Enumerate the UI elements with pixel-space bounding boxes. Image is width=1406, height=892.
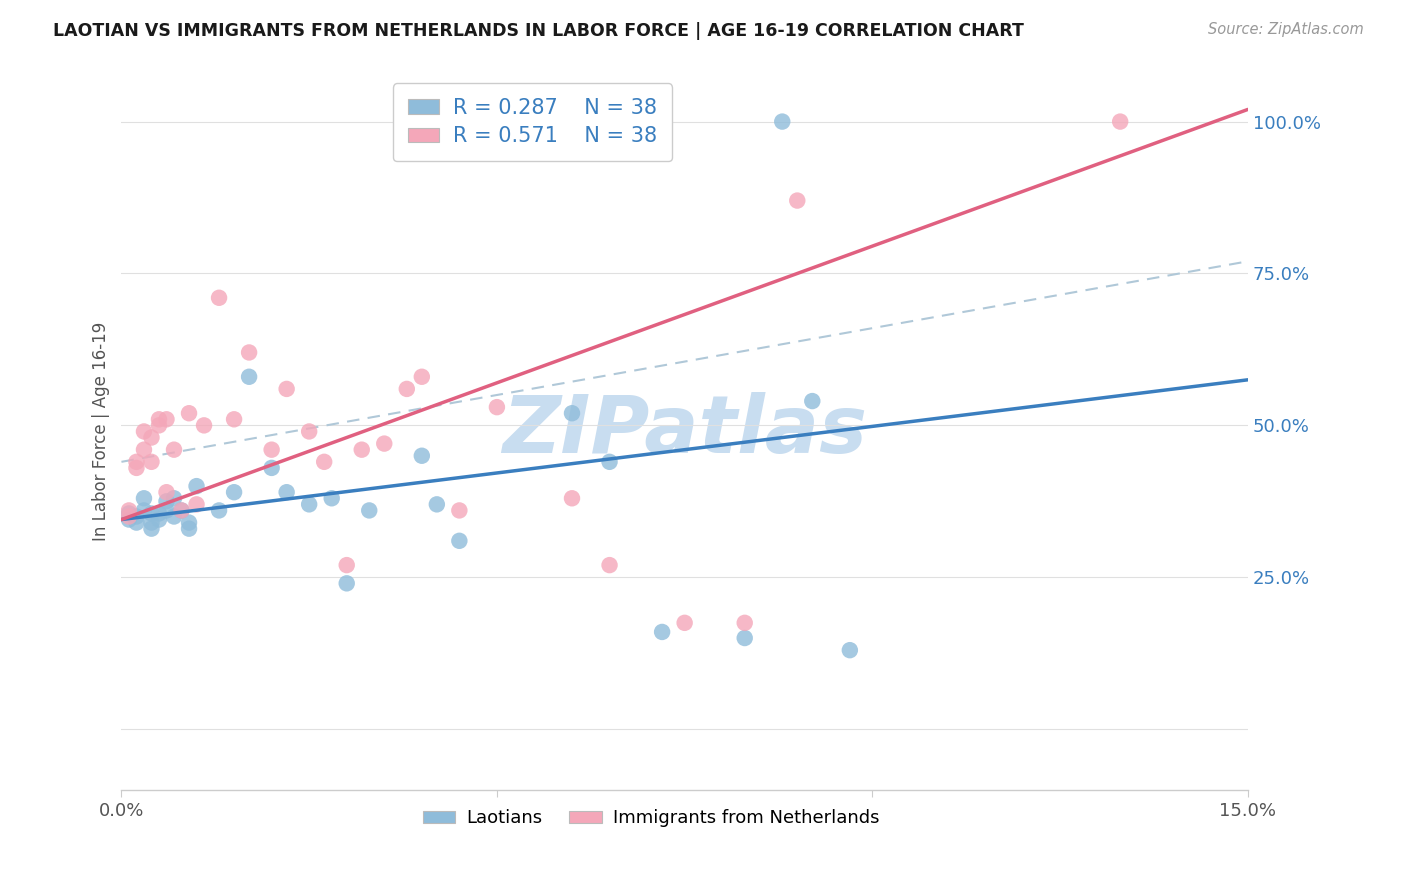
Point <box>163 509 186 524</box>
Point <box>208 291 231 305</box>
Point <box>186 479 208 493</box>
Point <box>770 114 793 128</box>
Point <box>801 394 824 409</box>
Point <box>298 425 321 439</box>
Point <box>599 455 621 469</box>
Point <box>734 615 756 630</box>
Point <box>148 507 170 521</box>
Point <box>148 412 170 426</box>
Point <box>350 442 373 457</box>
Point <box>163 442 186 457</box>
Point <box>118 512 141 526</box>
Point <box>177 516 200 530</box>
Point <box>395 382 418 396</box>
Point <box>132 442 155 457</box>
Point <box>125 509 148 524</box>
Point <box>786 194 808 208</box>
Point <box>186 497 208 511</box>
Point <box>155 503 177 517</box>
Point <box>170 503 193 517</box>
Point <box>148 512 170 526</box>
Point <box>411 449 433 463</box>
Point <box>276 382 298 396</box>
Point <box>125 455 148 469</box>
Point <box>238 369 260 384</box>
Point <box>163 491 186 506</box>
Point <box>449 503 471 517</box>
Point <box>132 503 155 517</box>
Point <box>838 643 860 657</box>
Point <box>321 491 343 506</box>
Point <box>411 369 433 384</box>
Point <box>141 455 163 469</box>
Point <box>298 497 321 511</box>
Text: LAOTIAN VS IMMIGRANTS FROM NETHERLANDS IN LABOR FORCE | AGE 16-19 CORRELATION CH: LAOTIAN VS IMMIGRANTS FROM NETHERLANDS I… <box>53 22 1025 40</box>
Point <box>193 418 215 433</box>
Point <box>155 485 177 500</box>
Point <box>141 430 163 444</box>
Point <box>485 400 508 414</box>
Point <box>651 624 673 639</box>
Point <box>238 345 260 359</box>
Point <box>208 503 231 517</box>
Point <box>170 503 193 517</box>
Point <box>426 497 449 511</box>
Point <box>148 418 170 433</box>
Point <box>561 491 583 506</box>
Y-axis label: In Labor Force | Age 16-19: In Labor Force | Age 16-19 <box>93 322 110 541</box>
Point <box>673 615 696 630</box>
Point <box>599 558 621 573</box>
Point <box>561 406 583 420</box>
Point <box>449 533 471 548</box>
Text: Source: ZipAtlas.com: Source: ZipAtlas.com <box>1208 22 1364 37</box>
Point <box>359 503 381 517</box>
Point <box>118 507 141 521</box>
Point <box>177 522 200 536</box>
Point <box>276 485 298 500</box>
Point <box>260 442 283 457</box>
Point <box>132 491 155 506</box>
Point <box>118 503 141 517</box>
Point <box>260 461 283 475</box>
Point <box>141 522 163 536</box>
Point <box>155 412 177 426</box>
Point <box>636 114 658 128</box>
Point <box>177 406 200 420</box>
Point <box>125 461 148 475</box>
Point <box>132 425 155 439</box>
Point <box>373 436 395 450</box>
Point <box>155 494 177 508</box>
Point <box>141 516 163 530</box>
Point <box>1109 114 1132 128</box>
Point <box>314 455 336 469</box>
Point <box>125 516 148 530</box>
Point <box>336 576 359 591</box>
Point <box>734 631 756 645</box>
Point <box>118 509 141 524</box>
Point <box>141 507 163 521</box>
Point <box>336 558 359 573</box>
Point <box>222 412 245 426</box>
Legend: Laotians, Immigrants from Netherlands: Laotians, Immigrants from Netherlands <box>415 802 886 835</box>
Point <box>222 485 245 500</box>
Text: ZIPatlas: ZIPatlas <box>502 392 868 470</box>
